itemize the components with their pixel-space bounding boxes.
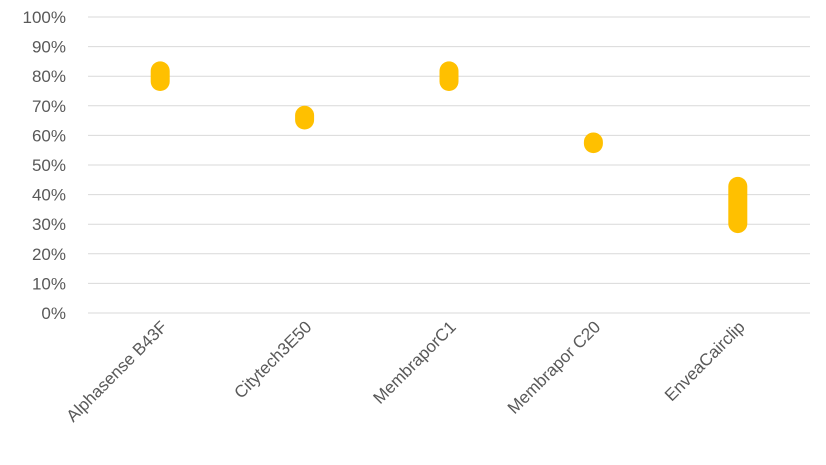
y-tick-label: 100% — [23, 8, 66, 27]
y-tick-label: 10% — [32, 274, 66, 293]
y-tick-label: 60% — [32, 126, 66, 145]
range-bar — [439, 61, 459, 91]
range-bar — [728, 176, 748, 234]
y-tick-label: 30% — [32, 215, 66, 234]
y-tick-label: 40% — [32, 186, 66, 205]
x-axis-category-labels: Alphasense B43F Citytech3E50 MembraporC1 Me… — [63, 317, 749, 425]
range-bar — [295, 105, 315, 130]
range-bar — [150, 61, 170, 91]
y-tick-label: 90% — [32, 38, 66, 57]
x-category-label: Alphasense B43F — [63, 317, 171, 425]
x-category-label: EnveaCairclip — [661, 317, 749, 405]
y-tick-label: 0% — [41, 304, 66, 323]
y-tick-label: 50% — [32, 156, 66, 175]
range-bars — [150, 61, 748, 234]
y-tick-label: 80% — [32, 67, 66, 86]
x-category-label: Citytech3E50 — [230, 317, 315, 402]
x-category-label: MembraporC1 — [370, 317, 460, 407]
y-axis-tick-labels: 0% 10% 20% 30% 40% 50% 60% 70% 80% 90% 100% — [23, 8, 66, 323]
range-bar — [583, 132, 603, 154]
y-tick-label: 70% — [32, 97, 66, 116]
y-tick-label: 20% — [32, 245, 66, 264]
x-category-label: Membrapor C20 — [504, 317, 604, 417]
